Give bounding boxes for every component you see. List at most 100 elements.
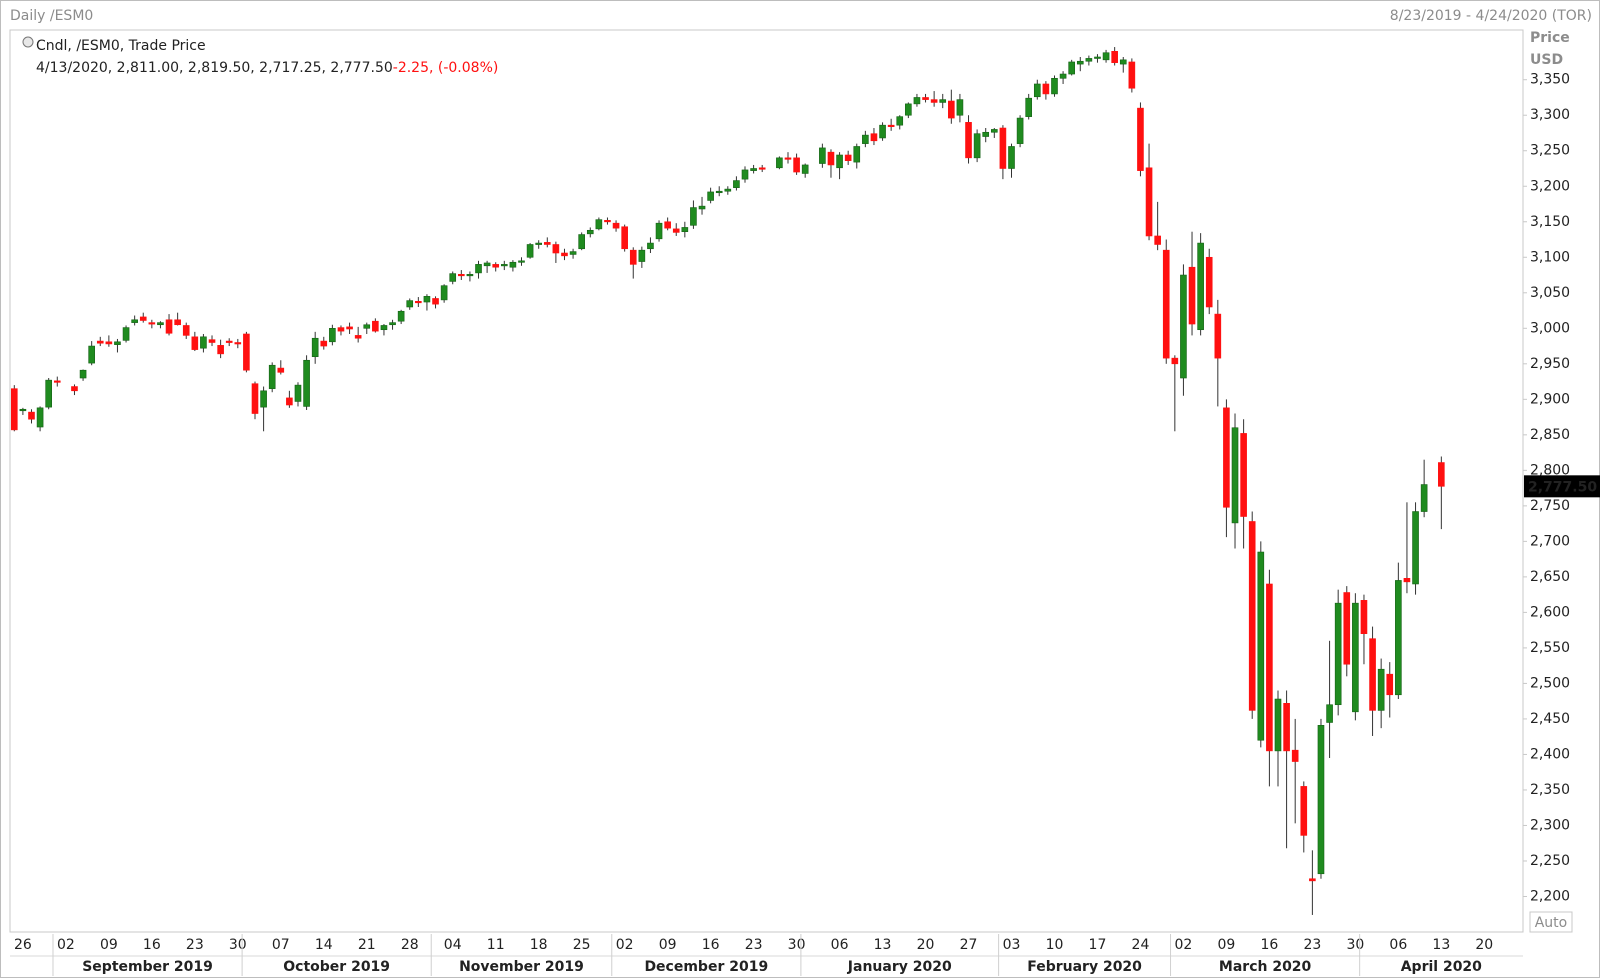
- candle-body: [286, 397, 293, 406]
- month-label: November 2019: [459, 959, 584, 975]
- candle-body: [586, 229, 594, 235]
- candle-body: [148, 322, 156, 325]
- candle-body: [311, 337, 319, 358]
- candle-body: [1162, 249, 1170, 359]
- candle-body: [397, 310, 405, 322]
- x-tick-label: 16: [1260, 937, 1278, 953]
- candle-body: [234, 342, 242, 345]
- candle-body: [991, 129, 998, 133]
- legend-icon[interactable]: [22, 36, 34, 48]
- candle-body: [827, 151, 835, 166]
- candle-body: [1369, 638, 1376, 711]
- x-tick-label: 26: [14, 937, 32, 953]
- candle-body: [1016, 117, 1024, 144]
- y-tick-label: 2,650: [1530, 569, 1570, 585]
- candle-body: [724, 188, 732, 192]
- candle-body: [1291, 749, 1299, 762]
- candle-body: [1248, 521, 1256, 711]
- x-tick-label: 14: [315, 937, 333, 953]
- x-tick-label: 02: [1175, 937, 1193, 953]
- candle-body: [1102, 52, 1110, 61]
- candle-body: [1283, 703, 1290, 752]
- month-label: March 2020: [1219, 959, 1312, 975]
- y-tick-label: 2,450: [1530, 711, 1570, 727]
- candle-body: [965, 122, 972, 159]
- y-tick-label: 2,300: [1530, 817, 1570, 833]
- candle-body: [1360, 600, 1368, 635]
- x-tick-label: 09: [1218, 937, 1236, 953]
- candle-body: [1137, 107, 1144, 171]
- candle-body: [1059, 73, 1067, 79]
- candle-body: [440, 285, 448, 301]
- candle-body: [208, 339, 216, 343]
- x-tick-label: 16: [702, 937, 720, 953]
- y-tick-label: 2,500: [1530, 675, 1570, 691]
- candle-body: [131, 319, 138, 323]
- candle-body: [535, 242, 542, 245]
- candle-body: [672, 228, 680, 233]
- month-label: April 2020: [1401, 959, 1482, 975]
- candle-body: [1300, 786, 1308, 836]
- candle-body: [458, 274, 465, 277]
- candle-body: [896, 116, 904, 126]
- candle-body: [114, 341, 121, 345]
- candle-body: [466, 274, 474, 277]
- candle-body: [1214, 313, 1222, 359]
- month-label: September 2019: [82, 959, 213, 975]
- candle-body: [1403, 578, 1411, 583]
- x-tick-label: 09: [100, 937, 118, 953]
- candle-body: [655, 222, 663, 240]
- candle-body: [1240, 433, 1247, 517]
- x-tick-label: 23: [1303, 937, 1321, 953]
- y-tick-label: 3,250: [1530, 143, 1570, 159]
- candle-body: [690, 207, 697, 226]
- y-tick-label: 2,900: [1530, 391, 1570, 407]
- candle-body: [423, 296, 431, 303]
- month-label: October 2019: [283, 959, 390, 975]
- candle-body: [1119, 59, 1127, 65]
- candle-body: [354, 335, 362, 339]
- last-price-box: [1524, 475, 1600, 498]
- candle-body: [629, 249, 637, 265]
- candle-body: [647, 242, 654, 250]
- auto-button[interactable]: [1529, 911, 1573, 933]
- candle-body: [1042, 83, 1050, 95]
- x-tick-label: 23: [745, 937, 763, 953]
- axis-title: Price: [1530, 30, 1570, 46]
- candle-body: [268, 364, 276, 389]
- candle-body: [1111, 51, 1118, 63]
- candle-body: [1008, 146, 1015, 169]
- info-line: 4/13/2020, 2,811.00, 2,819.50, 2,717.25,…: [36, 60, 498, 76]
- candle-body: [1395, 580, 1402, 696]
- candle-body: [157, 322, 164, 326]
- candle-body: [930, 99, 938, 103]
- candle-body: [561, 252, 568, 257]
- candle-body: [879, 124, 886, 139]
- candle-body: [922, 97, 929, 100]
- x-tick-label: 03: [1003, 937, 1021, 953]
- candle-body: [174, 319, 181, 326]
- candle-body: [79, 369, 87, 379]
- candle-body: [776, 157, 783, 169]
- auto-label[interactable]: Auto: [1535, 915, 1568, 931]
- y-tick-label: 3,200: [1530, 178, 1570, 194]
- candle-body: [1317, 725, 1325, 875]
- candle-body: [793, 157, 800, 173]
- candle-body: [492, 264, 500, 268]
- candle-body: [389, 322, 396, 326]
- y-tick-label: 2,350: [1530, 782, 1570, 798]
- candle-body: [1438, 462, 1445, 487]
- candle-body: [1334, 602, 1342, 706]
- candle-body: [982, 131, 990, 137]
- y-tick-label: 2,550: [1530, 640, 1570, 656]
- info-change: -2.25, (-0.08%): [393, 60, 499, 76]
- candle-body: [1274, 698, 1282, 752]
- y-tick-label: 2,700: [1530, 533, 1570, 549]
- y-tick-label: 2,950: [1530, 356, 1570, 372]
- y-tick-label: 2,600: [1530, 604, 1570, 620]
- candle-body: [784, 157, 792, 160]
- candle-body: [320, 340, 328, 347]
- x-tick-label: 09: [659, 937, 677, 953]
- candle-body: [303, 359, 310, 407]
